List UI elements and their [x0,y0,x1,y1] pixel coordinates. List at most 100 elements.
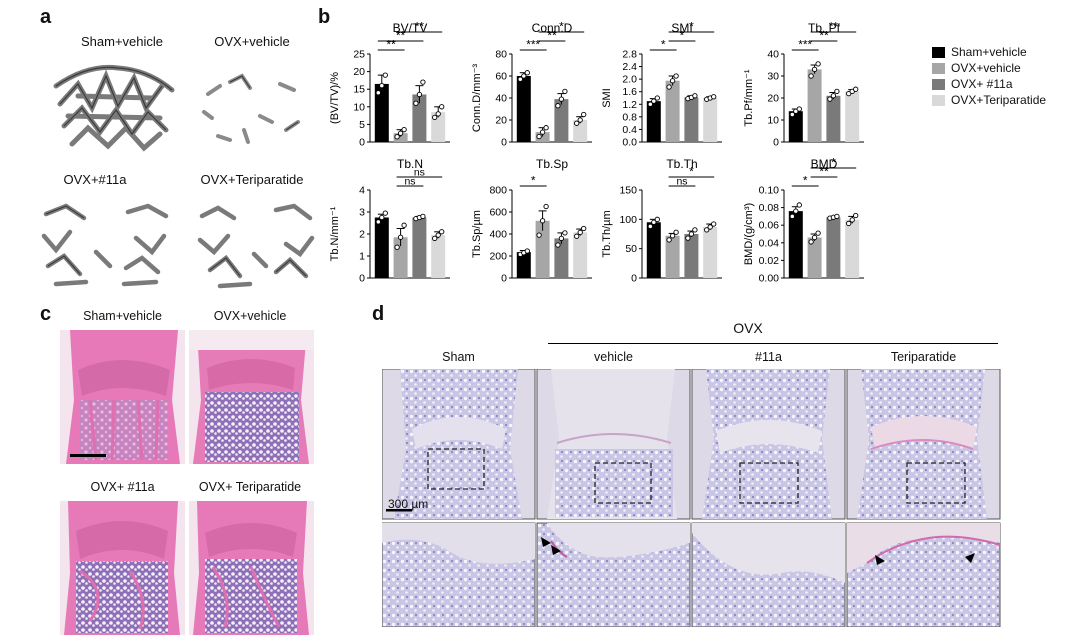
y-axis-label: SMI [601,88,613,108]
data-point [834,88,840,95]
bar [807,69,822,142]
data-point [834,213,840,220]
data-point [647,101,653,107]
y-tick-label: 3 [359,207,365,219]
data-point [435,111,441,117]
data-point [669,78,676,84]
data-point [558,96,565,102]
y-tick-label: 0.0 [622,137,637,149]
y-tick-label: 15 [353,84,365,96]
data-point [808,73,814,79]
y-tick-label: 4 [359,185,365,197]
bar [665,80,680,142]
legend-swatch [932,94,945,106]
bar [845,91,860,142]
y-tick-label: 10 [767,115,779,127]
data-point [536,133,542,140]
data-point [401,222,407,228]
data-point [651,98,657,104]
microct-ovx-vehicle-image [202,73,300,144]
data-point [394,134,400,140]
data-point [692,227,698,233]
data-point [524,248,530,254]
data-point [420,79,426,85]
y-tick-label: 0 [773,137,779,149]
legend-label: OVX+vehicle [951,61,1021,75]
data-point [647,223,653,230]
significance-label: * [680,29,685,43]
data-point [789,111,795,118]
significance-label: * [559,20,564,34]
microct-sham-image [53,64,175,152]
data-point [379,83,385,89]
data-point [673,73,679,79]
data-point [651,219,657,225]
y-tick-label: 50 [625,243,637,255]
y-tick-label: 30 [767,71,779,83]
he-ovx-vehicle-image [189,330,314,464]
data-point [543,203,549,210]
bar [703,226,718,278]
panel-a-caption-1: Sham+vehicle [80,34,164,49]
trap-stain-grid [382,369,1001,627]
significance-label: *** [526,38,540,52]
data-point [853,212,859,219]
data-point [375,219,381,225]
panel-a-label: a [40,6,52,28]
y-tick-label: 400 [489,229,507,241]
y-tick-label: 600 [489,207,507,219]
data-point [543,125,549,131]
data-point [815,230,821,236]
bar [788,111,803,142]
data-point [562,230,568,236]
y-tick-label: 20 [495,115,507,127]
data-point [704,227,710,233]
data-point [846,220,852,227]
y-tick-label: 20 [767,93,779,105]
trap-sham-zoom-image [382,522,536,627]
significance-label: *** [798,38,812,52]
data-point [539,129,546,135]
legend-item-ovx-vehicle: OVX+vehicle [932,60,1046,76]
bar [845,219,860,278]
y-tick-label: 10 [353,101,365,113]
data-point [397,234,404,240]
significance-label: ns [404,176,415,188]
he-11a-image [60,501,185,635]
data-point [673,229,679,235]
data-point [382,72,388,78]
significance-label: * [661,38,666,52]
bar [516,252,531,278]
trap-teriparatide-image [846,369,1001,520]
legend-label: OVX+ #11a [951,77,1013,91]
data-point [827,96,833,102]
data-point [432,235,438,242]
data-point [577,229,583,236]
data-point [853,86,859,92]
data-point [517,76,523,82]
bar [516,76,531,142]
y-tick-label: 0.06 [759,220,780,232]
data-point [849,217,855,223]
y-axis-label: Tb.Pf/mm⁻¹ [743,69,755,126]
data-point [711,94,717,100]
panel-a-caption-2: OVX+vehicle [214,34,290,49]
significance-label: ** [547,29,557,43]
significance-label: ** [819,165,829,179]
he-sham-image [60,330,185,464]
data-point [811,234,818,241]
y-tick-label: 2.4 [622,61,637,73]
data-point [830,93,837,99]
significance-label: * [531,174,536,188]
data-point [562,88,568,95]
data-point [521,73,527,79]
panel-c-label: c [40,303,52,325]
data-point [669,233,676,239]
y-axis-label: BMD/(g/cm³) [743,203,755,265]
data-point [796,106,802,112]
significance-label: * [831,156,836,170]
significance-label: * [689,165,694,179]
y-tick-label: 100 [619,214,637,226]
data-point [536,232,542,238]
